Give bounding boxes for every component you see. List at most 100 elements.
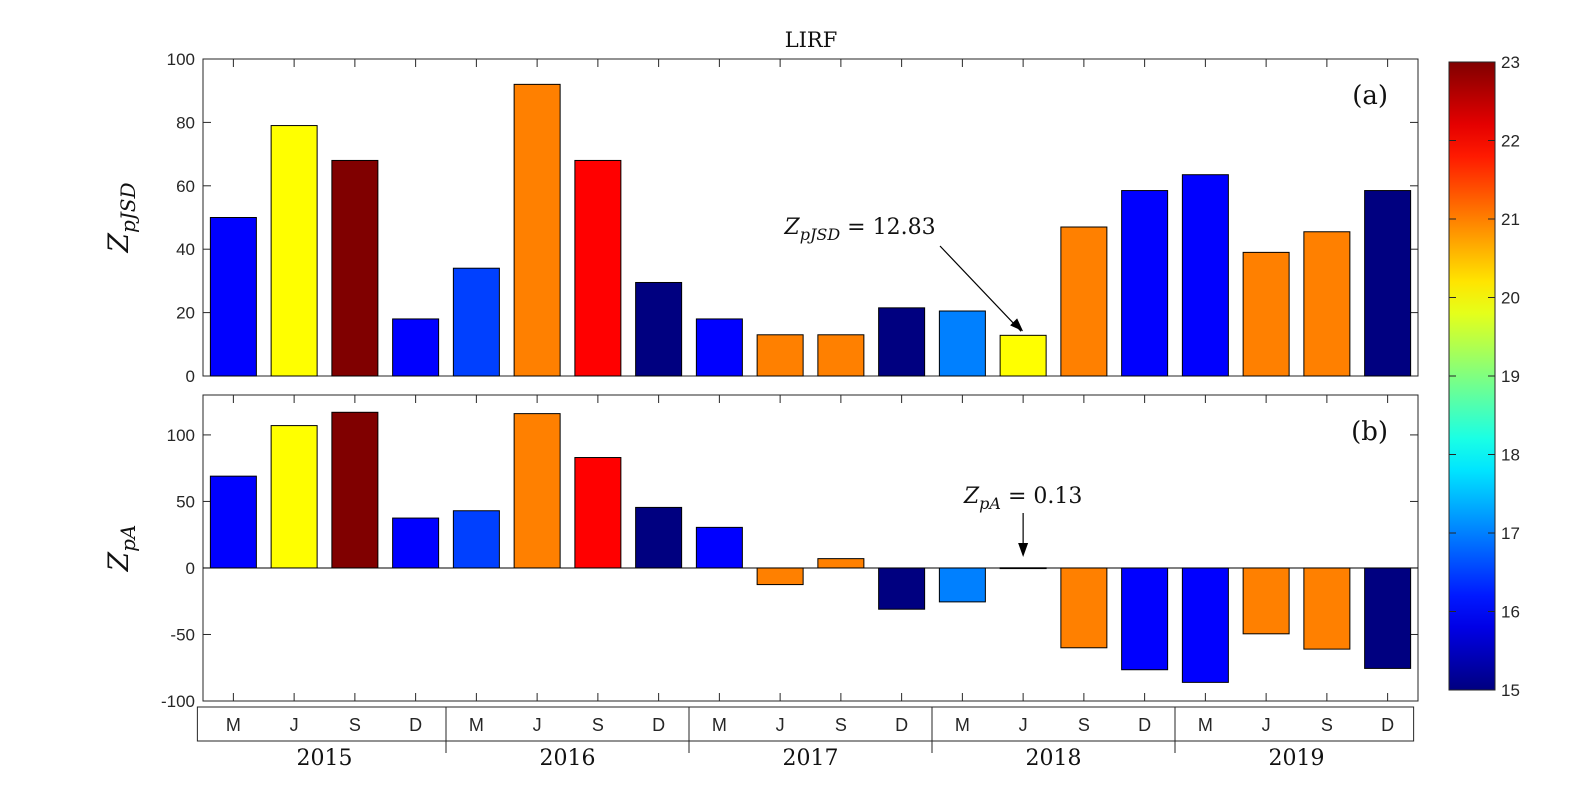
colorbar-tick-label: 17 <box>1501 524 1520 543</box>
axes-frame <box>202 58 1419 377</box>
bar <box>1181 174 1229 377</box>
bar <box>331 411 379 569</box>
month-label: J <box>1019 715 1028 735</box>
y-tick-label: 100 <box>167 50 195 69</box>
category-axis-table: M J S D M J S D M J S D M J S D M J S D 2015 2016 2017 2018 2019 <box>196 706 1415 771</box>
y-tick-label: 100 <box>167 426 195 445</box>
bar <box>938 310 986 377</box>
bar <box>452 510 500 569</box>
y-tick-label: 0 <box>186 367 195 386</box>
month-label: D <box>652 715 665 735</box>
bar <box>513 83 561 377</box>
bar <box>635 281 683 377</box>
y-tick-label: 20 <box>176 304 195 323</box>
year-label: 2016 <box>540 746 596 771</box>
month-label: D <box>895 715 908 735</box>
bar <box>574 457 622 569</box>
bar <box>756 567 804 586</box>
bar <box>1121 190 1169 377</box>
colorbar-tick-label: 19 <box>1501 367 1520 386</box>
annotation-value: = 0.13 <box>1001 484 1082 509</box>
annotation-base: Z <box>783 215 800 240</box>
bar <box>1121 567 1169 671</box>
bar <box>695 318 743 377</box>
bar <box>1303 567 1351 650</box>
bar <box>878 567 926 610</box>
colorbar: 15 16 17 18 19 20 21 22 23 <box>1448 53 1520 700</box>
year-label: 2018 <box>1026 746 1082 771</box>
bar <box>817 334 865 377</box>
bar <box>574 159 622 377</box>
chart-title: LIRF <box>785 28 838 52</box>
annotation-sub: pA <box>979 494 1001 513</box>
bar <box>1303 231 1351 377</box>
y-tick-label: -100 <box>161 692 195 711</box>
month-label: D <box>1381 715 1394 735</box>
month-label: D <box>409 715 422 735</box>
bar <box>209 475 257 569</box>
colorbar-tick-label: 22 <box>1501 132 1520 151</box>
colorbar-tick-label: 15 <box>1501 681 1520 700</box>
annotation-label: ZpA = 0.13 <box>963 484 1083 513</box>
month-label: S <box>1321 715 1333 735</box>
annotation-value: = 12.83 <box>840 215 935 240</box>
month-label: S <box>349 715 361 735</box>
y-tick-label: 50 <box>176 492 195 511</box>
bar <box>1364 190 1412 377</box>
bar <box>270 125 318 377</box>
axes-frame <box>202 394 1419 702</box>
annotation-arrowhead <box>1010 318 1024 332</box>
y-axis-label-base: Z <box>102 233 135 254</box>
annotation-arrowhead <box>1018 543 1029 557</box>
y-axis-label: ZpJSD <box>102 182 140 253</box>
month-label: M <box>469 715 484 735</box>
month-label: J <box>1262 715 1271 735</box>
bar <box>209 217 257 377</box>
year-label: 2019 <box>1269 746 1325 771</box>
y-axis-label-sub: pJSD <box>116 182 140 233</box>
year-label: 2015 <box>297 746 353 771</box>
month-label: M <box>1198 715 1213 735</box>
month-label: M <box>226 715 241 735</box>
bar <box>1181 567 1229 683</box>
month-label: J <box>533 715 542 735</box>
bar <box>695 526 743 569</box>
annotation-base: Z <box>963 484 980 509</box>
colorbar-tick-label: 16 <box>1501 603 1520 622</box>
month-label: S <box>1078 715 1090 735</box>
month-label: M <box>955 715 970 735</box>
colorbar-tick-label: 20 <box>1501 289 1520 308</box>
y-axis-label-sub: pA <box>116 525 140 552</box>
bar <box>1242 251 1290 377</box>
y-axis-label: ZpA <box>102 525 140 573</box>
month-label: M <box>712 715 727 735</box>
y-tick-label: 80 <box>176 113 195 132</box>
bar <box>1364 567 1412 669</box>
bar <box>635 506 683 569</box>
month-label: S <box>592 715 604 735</box>
bar <box>392 318 440 377</box>
bar <box>513 413 561 569</box>
bar <box>331 159 379 377</box>
colorbar-gradient <box>1448 61 1496 691</box>
colorbar-tick-label: 21 <box>1501 210 1520 229</box>
bar <box>878 307 926 377</box>
bar <box>1060 226 1108 377</box>
year-label: 2017 <box>783 746 839 771</box>
annotation-label: ZpJSD = 12.83 <box>783 215 935 244</box>
month-label: S <box>835 715 847 735</box>
y-tick-label: 60 <box>176 177 195 196</box>
bar <box>392 517 440 569</box>
bar <box>270 425 318 569</box>
panel-label: (b) <box>1351 417 1388 447</box>
month-label: D <box>1138 715 1151 735</box>
month-label: J <box>290 715 299 735</box>
bar <box>452 267 500 377</box>
bar <box>817 558 865 569</box>
annotation-arrow <box>939 245 1022 332</box>
month-label: J <box>776 715 785 735</box>
bar <box>938 567 986 603</box>
